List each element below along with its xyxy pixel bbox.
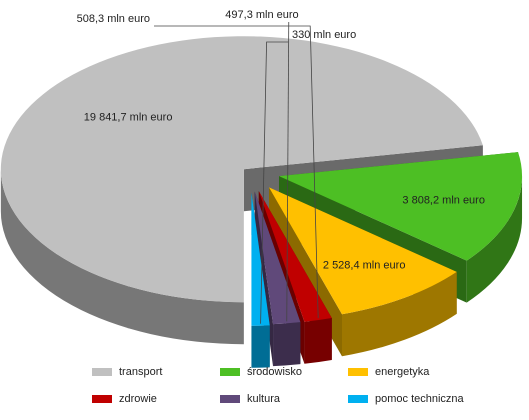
leader-line-kultura bbox=[286, 21, 290, 322]
data-label-energetyka: 2 528,4 mln euro bbox=[323, 260, 406, 272]
legend-item-zdrowie: zdrowie bbox=[92, 393, 157, 405]
legend: transport środowisko energetyka zdrowie … bbox=[92, 360, 492, 416]
legend-swatch-energetyka bbox=[348, 368, 368, 376]
legend-swatch-kultura bbox=[220, 395, 240, 403]
slice-outer-wall-kultura bbox=[273, 322, 301, 367]
slice-energetyka bbox=[269, 187, 457, 315]
slice-srodowisko bbox=[279, 152, 523, 261]
legend-label-transport: transport bbox=[119, 366, 163, 378]
legend-label-pomoc-techniczna: pomoc techniczna bbox=[375, 393, 464, 405]
legend-item-pomoc-techniczna: pomoc techniczna bbox=[348, 393, 464, 405]
legend-label-energetyka: energetyka bbox=[375, 366, 430, 378]
legend-swatch-transport bbox=[92, 368, 112, 376]
slice-outer-wall-srodowisko bbox=[466, 176, 523, 303]
slice-pomoc-techniczna bbox=[251, 192, 270, 326]
data-label-zdrowie: 508,3 mln euro bbox=[77, 13, 150, 25]
data-label-kultura: 497,3 mln euro bbox=[225, 9, 298, 21]
slice-transport bbox=[0, 36, 483, 303]
data-label-pomoc-techniczna: 330 mln euro bbox=[292, 29, 356, 41]
legend-item-srodowisko: środowisko bbox=[220, 366, 302, 378]
slice-outer-wall-energetyka bbox=[341, 271, 457, 357]
data-label-transport: 19 841,7 mln euro bbox=[84, 111, 173, 123]
leader-line-zdrowie bbox=[154, 25, 319, 319]
data-label-srodowisko: 3 808,2 mln euro bbox=[402, 194, 485, 206]
slice-outer-wall-zdrowie bbox=[304, 317, 332, 364]
leader-line-pomoc-techniczna bbox=[260, 41, 288, 324]
legend-swatch-zdrowie bbox=[92, 395, 112, 403]
legend-item-kultura: kultura bbox=[220, 393, 280, 405]
legend-label-srodowisko: środowisko bbox=[247, 366, 303, 378]
legend-label-zdrowie: zdrowie bbox=[119, 393, 157, 405]
slice-outer-wall-transport bbox=[0, 169, 244, 345]
slice-kultura bbox=[254, 191, 301, 325]
legend-swatch-srodowisko bbox=[220, 368, 240, 376]
pie-tops bbox=[0, 36, 523, 326]
legend-item-transport: transport bbox=[92, 366, 162, 378]
data-labels: 19 841,7 mln euro 3 808,2 mln euro 2 528,4… bbox=[77, 9, 485, 324]
legend-label-kultura: kultura bbox=[247, 393, 281, 405]
legend-item-energetyka: energetyka bbox=[348, 366, 429, 378]
legend-swatch-pomoc-techniczna bbox=[348, 395, 368, 403]
slice-zdrowie bbox=[258, 191, 332, 322]
slice-outer-wall-pomoc-techniczna bbox=[251, 325, 270, 368]
